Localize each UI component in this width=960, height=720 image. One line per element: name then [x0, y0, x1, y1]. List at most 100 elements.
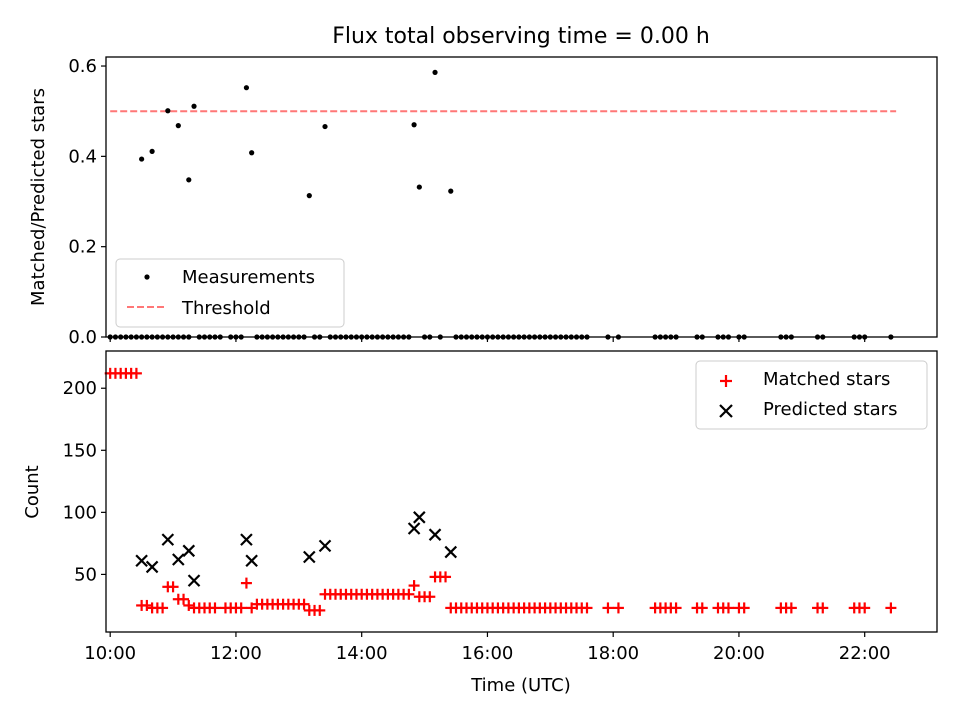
predicted-star-marker — [161, 533, 175, 546]
matched-star-marker — [130, 367, 142, 379]
predicted-star-marker — [245, 554, 258, 568]
bottom-legend-box — [695, 360, 928, 430]
bottom-y-tick-label: 200 — [63, 378, 97, 399]
matched-star-marker — [403, 588, 415, 600]
matched-star-marker — [722, 602, 734, 614]
measurement-points — [139, 69, 454, 199]
bottom-x-tick-label: 20:00 — [713, 643, 765, 664]
matched-star-marker — [696, 602, 708, 614]
predicted-star-stroke — [318, 539, 332, 553]
matched-star-marker — [581, 602, 593, 614]
predicted-star-stroke — [240, 533, 253, 546]
measurement-point — [249, 150, 255, 156]
top-panel: 0.0 0.2 0.4 0.6 Matched/Predicted stars Mea… — [28, 56, 938, 348]
predicted-star-marker — [135, 554, 148, 568]
bottom-y-tick-label: 150 — [63, 440, 97, 461]
legend-matched-marker — [720, 375, 732, 387]
measurement-point — [432, 69, 438, 75]
matched-star-marker — [885, 602, 897, 614]
top-y-tick-label: 0.4 — [68, 146, 97, 167]
predicted-star-marker — [407, 522, 421, 535]
legend-threshold-label: Threshold — [181, 298, 271, 319]
matched-star-marker — [817, 602, 829, 614]
predicted-star-marker — [187, 574, 201, 587]
predicted-star-stroke — [187, 574, 201, 587]
matched-star-marker — [298, 598, 310, 610]
predicted-star-stroke — [413, 511, 426, 524]
matched-star-marker — [670, 602, 682, 614]
matched-star-marker — [859, 602, 871, 614]
predicted-star-marker — [444, 545, 458, 559]
matched-star-marker — [157, 602, 169, 614]
legend-predicted-label: Predicted stars — [763, 399, 897, 420]
matched-star-marker — [178, 593, 190, 605]
bottom-x-tick-label: 12:00 — [210, 643, 262, 664]
bottom-legend: Matched stars Predicted stars — [695, 360, 928, 430]
matched-star-marker — [314, 604, 326, 616]
top-y-ticks: 0.0 0.2 0.4 0.6 — [68, 56, 106, 348]
bottom-x-tick-label: 10:00 — [84, 643, 136, 664]
matched-star-marker — [612, 602, 624, 614]
bottom-x-tick-label: 18:00 — [587, 643, 639, 664]
bottom-y-tick-label: 100 — [63, 502, 97, 523]
measurement-point — [322, 123, 328, 130]
predicted-star-stroke — [135, 554, 148, 568]
predicted-star-stroke — [407, 522, 421, 535]
predicted-star-stroke — [444, 545, 458, 559]
bottom-y-axis-label: Count — [22, 465, 43, 518]
predicted-star-marker — [303, 550, 316, 564]
predicted-star-stroke — [172, 553, 185, 566]
matched-star-marker — [785, 602, 797, 614]
matched-star-marker — [602, 602, 614, 614]
predicted-star-marker — [182, 544, 196, 558]
top-legend: Measurements Threshold — [115, 258, 345, 328]
matched-star-marker — [209, 602, 221, 614]
measurement-point — [165, 108, 171, 114]
matched-star-marker — [424, 591, 436, 603]
legend-matched-label: Matched stars — [763, 369, 890, 390]
bottom-x-tick-label: 14:00 — [336, 643, 388, 664]
legend-predicted-marker — [719, 404, 733, 418]
legend-measurements-label: Measurements — [182, 267, 315, 288]
matched-star-marker — [141, 599, 153, 611]
predicted-star-marker — [145, 560, 159, 574]
top-legend-box — [115, 258, 345, 328]
bottom-x-axis-label: Time (UTC) — [470, 675, 571, 696]
legend-measurements-marker — [144, 274, 150, 280]
measurement-point — [139, 156, 145, 162]
top-y-tick-label: 0.2 — [68, 237, 97, 258]
predicted-star-stroke — [245, 554, 258, 568]
predicted-star-stroke — [303, 550, 316, 564]
bottom-x-ticks: 10:00 12:00 14:00 16:00 18:00 20:00 22:00 — [84, 632, 891, 664]
matched-star-marker — [167, 581, 179, 593]
measurement-point — [149, 148, 155, 154]
measurement-point — [306, 193, 312, 199]
predicted-star-stroke — [182, 544, 196, 558]
predicted-star-stroke — [161, 533, 175, 546]
bottom-x-tick-label: 16:00 — [462, 643, 514, 664]
predicted-star-stroke — [145, 560, 159, 574]
matched-star-marker — [440, 571, 452, 583]
predicted-star-marker — [428, 528, 442, 541]
predicted-star-marker — [240, 533, 253, 546]
matched-star-marker — [738, 602, 750, 614]
top-y-tick-label: 0.0 — [68, 327, 97, 348]
measurement-point — [416, 184, 422, 190]
bottom-y-tick-label: 50 — [74, 564, 97, 585]
predicted-star-marker — [172, 553, 185, 566]
matched-star-marker — [408, 580, 420, 592]
bottom-y-ticks: 50 100 150 200 — [63, 378, 106, 585]
bottom-panel: 50 100 150 200 10:00 12:00 14:00 16:00 18:00 20:… — [22, 350, 938, 696]
top-plot-frame — [105, 56, 938, 338]
predicted-star-marker — [413, 511, 426, 524]
matched-star-marker — [183, 599, 195, 611]
measurement-point — [448, 188, 454, 194]
bottom-plot-frame — [105, 350, 938, 633]
measurement-point — [191, 103, 197, 109]
predicted-star-stroke — [428, 528, 442, 541]
top-y-axis-label: Matched/Predicted stars — [28, 88, 49, 306]
measurement-point — [186, 177, 192, 183]
measurement-point — [243, 85, 250, 91]
top-y-tick-label: 0.6 — [68, 56, 97, 77]
